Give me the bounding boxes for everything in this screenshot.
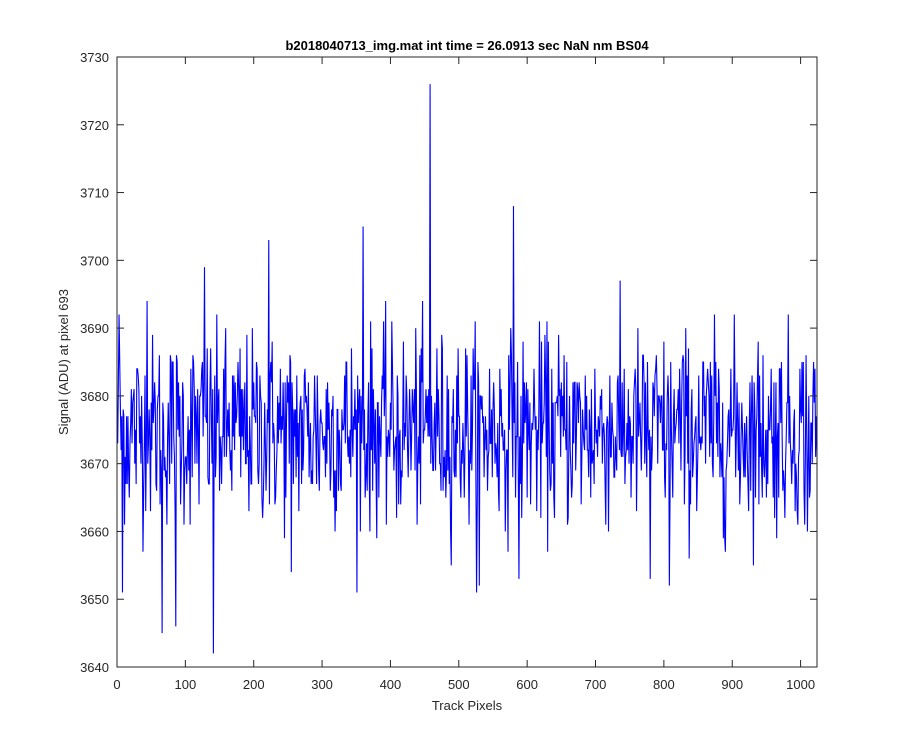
x-tick-label: 200 <box>243 677 265 692</box>
x-tick-label: 100 <box>175 677 197 692</box>
x-tick-label: 500 <box>448 677 470 692</box>
x-tick-label: 600 <box>516 677 538 692</box>
plot-area: 0 100 200 300 400 500 600 700 800 900 1000 3640 365… <box>80 50 818 692</box>
y-tick-label: 3690 <box>80 321 109 336</box>
signal-series-line <box>117 84 817 654</box>
y-tick-label: 3720 <box>80 118 109 133</box>
x-axis-ticks: 0 100 200 300 400 500 600 700 800 900 1000 <box>113 57 815 692</box>
y-axis-label: Signal (ADU) at pixel 693 <box>56 289 71 435</box>
y-tick-label: 3670 <box>80 457 109 472</box>
x-axis-label: Track Pixels <box>432 698 503 713</box>
y-tick-label: 3710 <box>80 186 109 201</box>
y-tick-label: 3680 <box>80 389 109 404</box>
x-tick-label: 400 <box>380 677 402 692</box>
data-series-group <box>117 84 817 654</box>
x-tick-label: 700 <box>585 677 607 692</box>
y-tick-label: 3700 <box>80 253 109 268</box>
y-tick-label: 3660 <box>80 524 109 539</box>
x-tick-label: 800 <box>653 677 675 692</box>
y-axis-ticks: 3640 3650 3660 3670 3680 3690 3700 3710 3720 3730 <box>80 50 817 675</box>
y-tick-label: 3640 <box>80 660 109 675</box>
chart-title: b2018040713_img.mat int time = 26.0913 s… <box>285 38 649 53</box>
y-tick-label: 3650 <box>80 592 109 607</box>
x-tick-label: 1000 <box>786 677 815 692</box>
y-tick-label: 3730 <box>80 50 109 65</box>
x-tick-label: 0 <box>113 677 120 692</box>
x-tick-label: 900 <box>721 677 743 692</box>
axes-box <box>116 56 818 668</box>
x-tick-label: 300 <box>311 677 333 692</box>
